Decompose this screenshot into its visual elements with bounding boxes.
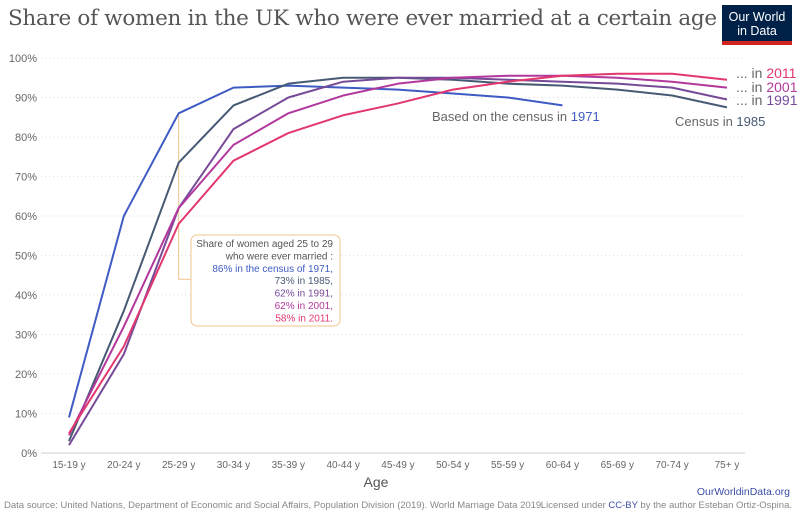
y-tick-label: 50% (15, 251, 37, 263)
logo-line2: in Data (737, 24, 777, 38)
y-tick-label: 100% (9, 53, 37, 65)
x-tick-label: 20-24 y (107, 460, 140, 471)
owid-logo[interactable]: Our World in Data (722, 5, 792, 45)
label-prefix: ... in (736, 65, 766, 81)
x-tick-label: 15-19 y (52, 460, 85, 471)
y-tick-label: 20% (15, 369, 37, 381)
annotation-line: 86% in the census of 1971, (212, 264, 333, 275)
cc-by-link[interactable]: CC-BY (608, 500, 638, 511)
series-label-1991: ... in 1991 (736, 92, 798, 108)
annotation-line: 58% in 2011. (275, 313, 333, 324)
label-year: 1985 (736, 114, 765, 129)
x-tick-label: 25-29 y (162, 460, 195, 471)
label-year: 2011 (766, 65, 796, 81)
x-tick-label: 55-59 y (491, 460, 524, 471)
owid-site-link[interactable]: OurWorldinData.org (696, 486, 790, 498)
y-tick-label: 40% (15, 290, 37, 302)
y-tick-label: 80% (15, 132, 37, 144)
license: Licensed under CC-BY by the author Esteb… (541, 500, 792, 511)
x-tick-label: 65-69 y (601, 460, 634, 471)
annotation-line: 62% in 2001, (275, 301, 333, 312)
y-tick-label: 90% (15, 93, 37, 105)
license-prefix: Licensed under (540, 500, 609, 511)
x-tick-label: 70-74 y (655, 460, 688, 471)
y-tick-label: 60% (15, 211, 37, 223)
annotation-line: 73% in 1985, (275, 276, 333, 287)
chart-title: Share of women in the UK who were ever m… (8, 6, 717, 31)
annotation-box (190, 234, 341, 327)
y-tick-label: 30% (15, 330, 37, 342)
label-prefix: Census in (675, 114, 736, 129)
x-axis-label: Age (364, 474, 389, 490)
label-prefix: Based on the census in (432, 109, 571, 124)
series-label-2011: ... in 2011 (736, 65, 797, 81)
y-tick-label: 0% (21, 448, 37, 460)
x-tick-label: 45-49 y (381, 460, 414, 471)
annotation-connector (178, 113, 191, 280)
x-tick-label: 35-39 y (272, 460, 305, 471)
x-tick-label: 75+ y (715, 460, 740, 471)
annotation-line: who were ever married : (225, 251, 333, 262)
label-year: 2001 (766, 79, 797, 95)
label-year: 1971 (571, 109, 600, 124)
x-tick-label: 40-44 y (326, 460, 359, 471)
label-year: 1991 (766, 92, 797, 108)
x-tick-label: 50-54 y (436, 460, 469, 471)
series-line-2011 (68, 72, 728, 434)
series-label-2001: ... in 2001 (736, 79, 798, 95)
data-source: Data source: United Nations, Department … (4, 500, 544, 511)
license-suffix: by the author Esteban Ortiz-Ospina. (637, 500, 792, 511)
y-tick-label: 10% (15, 409, 37, 421)
x-tick-label: 30-34 y (217, 460, 250, 471)
label-prefix: ... in (736, 79, 766, 95)
series-line-1971 (68, 84, 563, 418)
label-prefix: ... in (736, 92, 766, 108)
x-tick-label: 60-64 y (546, 460, 579, 471)
annotation-line: 62% in 1991, (275, 289, 333, 300)
logo-line1: Our World (728, 10, 786, 24)
y-tick-label: 70% (15, 172, 37, 184)
series-label-1971: Based on the census in 1971 (432, 109, 600, 124)
annotation-line: Share of women aged 25 to 29 (196, 239, 333, 250)
series-label-1985: Census in 1985 (675, 114, 765, 129)
